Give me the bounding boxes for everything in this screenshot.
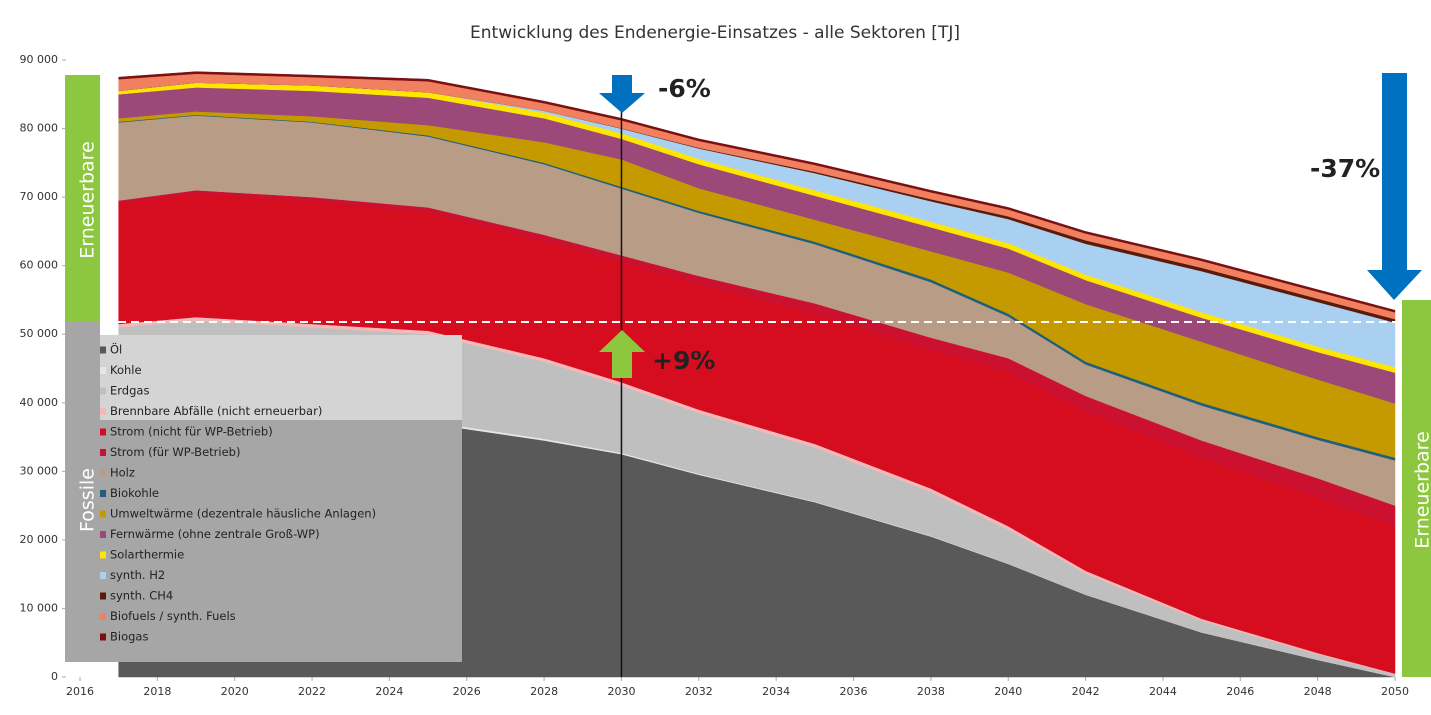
y-tick-label: 80 000: [20, 122, 59, 135]
x-tick-label: 2030: [607, 685, 635, 698]
side-label: Erneuerbare: [77, 141, 99, 259]
legend-label: Strom (nicht für WP-Betrieb): [110, 425, 273, 439]
y-tick-label: 50 000: [20, 327, 59, 340]
y-tick-label: 70 000: [20, 190, 59, 203]
legend-label: Biokohle: [110, 486, 159, 500]
y-tick-label: 90 000: [20, 53, 59, 66]
y-tick-label: 20 000: [20, 533, 59, 546]
x-tick-label: 2046: [1226, 685, 1254, 698]
legend-swatch: [99, 593, 106, 600]
legend-label: Brennbare Abfälle (nicht erneuerbar): [110, 404, 322, 418]
x-tick-label: 2040: [994, 685, 1022, 698]
legend-label: Umweltwärme (dezentrale häusliche Anlage…: [110, 507, 376, 521]
arrow: [599, 75, 645, 113]
annotation: -6%: [658, 74, 711, 103]
x-tick-label: 2024: [375, 685, 403, 698]
y-tick-label: 60 000: [20, 259, 59, 272]
y-tick-label: 10 000: [20, 601, 59, 614]
x-tick-label: 2026: [453, 685, 481, 698]
x-tick-label: 2050: [1381, 685, 1409, 698]
legend-label: Strom (für WP-Betrieb): [110, 445, 240, 459]
legend-swatch: [99, 531, 106, 538]
x-tick-label: 2028: [530, 685, 558, 698]
x-tick-label: 2020: [221, 685, 249, 698]
chart-title: Entwicklung des Endenergie-Einsatzes - a…: [470, 23, 960, 43]
annotation: +9%: [652, 346, 715, 375]
side-label: Fossile: [77, 468, 99, 532]
legend-label: Solarthermie: [110, 548, 184, 562]
legend-label: synth. CH4: [110, 589, 173, 603]
x-tick-label: 2018: [143, 685, 171, 698]
arrow: [1367, 73, 1422, 300]
legend-swatch: [99, 408, 106, 415]
annotation: -37%: [1310, 154, 1380, 183]
x-tick-label: 2038: [917, 685, 945, 698]
y-tick-label: 0: [51, 670, 58, 683]
x-tick-label: 2032: [685, 685, 713, 698]
legend-label: Holz: [110, 466, 135, 480]
x-tick-label: 2036: [840, 685, 868, 698]
legend-swatch: [99, 367, 106, 374]
legend-swatch: [99, 429, 106, 436]
x-tick-label: 2044: [1149, 685, 1177, 698]
legend-swatch: [99, 511, 106, 518]
legend-swatch: [99, 552, 106, 559]
legend-swatch: [99, 490, 106, 497]
legend-label: Kohle: [110, 363, 142, 377]
legend-swatch: [99, 572, 106, 579]
x-tick-label: 2042: [1072, 685, 1100, 698]
legend-label: Erdgas: [110, 384, 149, 398]
y-tick-label: 30 000: [20, 464, 59, 477]
legend-swatch: [99, 388, 106, 395]
legend-swatch: [99, 634, 106, 641]
x-tick-label: 2016: [66, 685, 94, 698]
legend-label: Biogas: [110, 630, 148, 644]
x-tick-label: 2034: [762, 685, 790, 698]
legend-label: Biofuels / synth. Fuels: [110, 609, 236, 623]
legend-label: Öl: [110, 341, 122, 357]
legend-label: Fernwärme (ohne zentrale Groß-WP): [110, 527, 320, 541]
side-label: Erneuerbare: [1412, 431, 1431, 549]
x-tick-label: 2048: [1304, 685, 1332, 698]
legend-swatch: [99, 470, 106, 477]
legend-swatch: [99, 449, 106, 456]
x-tick-label: 2022: [298, 685, 326, 698]
legend-swatch: [99, 347, 106, 354]
legend-label: synth. H2: [110, 568, 165, 582]
legend-swatch: [99, 613, 106, 620]
y-tick-label: 40 000: [20, 396, 59, 409]
